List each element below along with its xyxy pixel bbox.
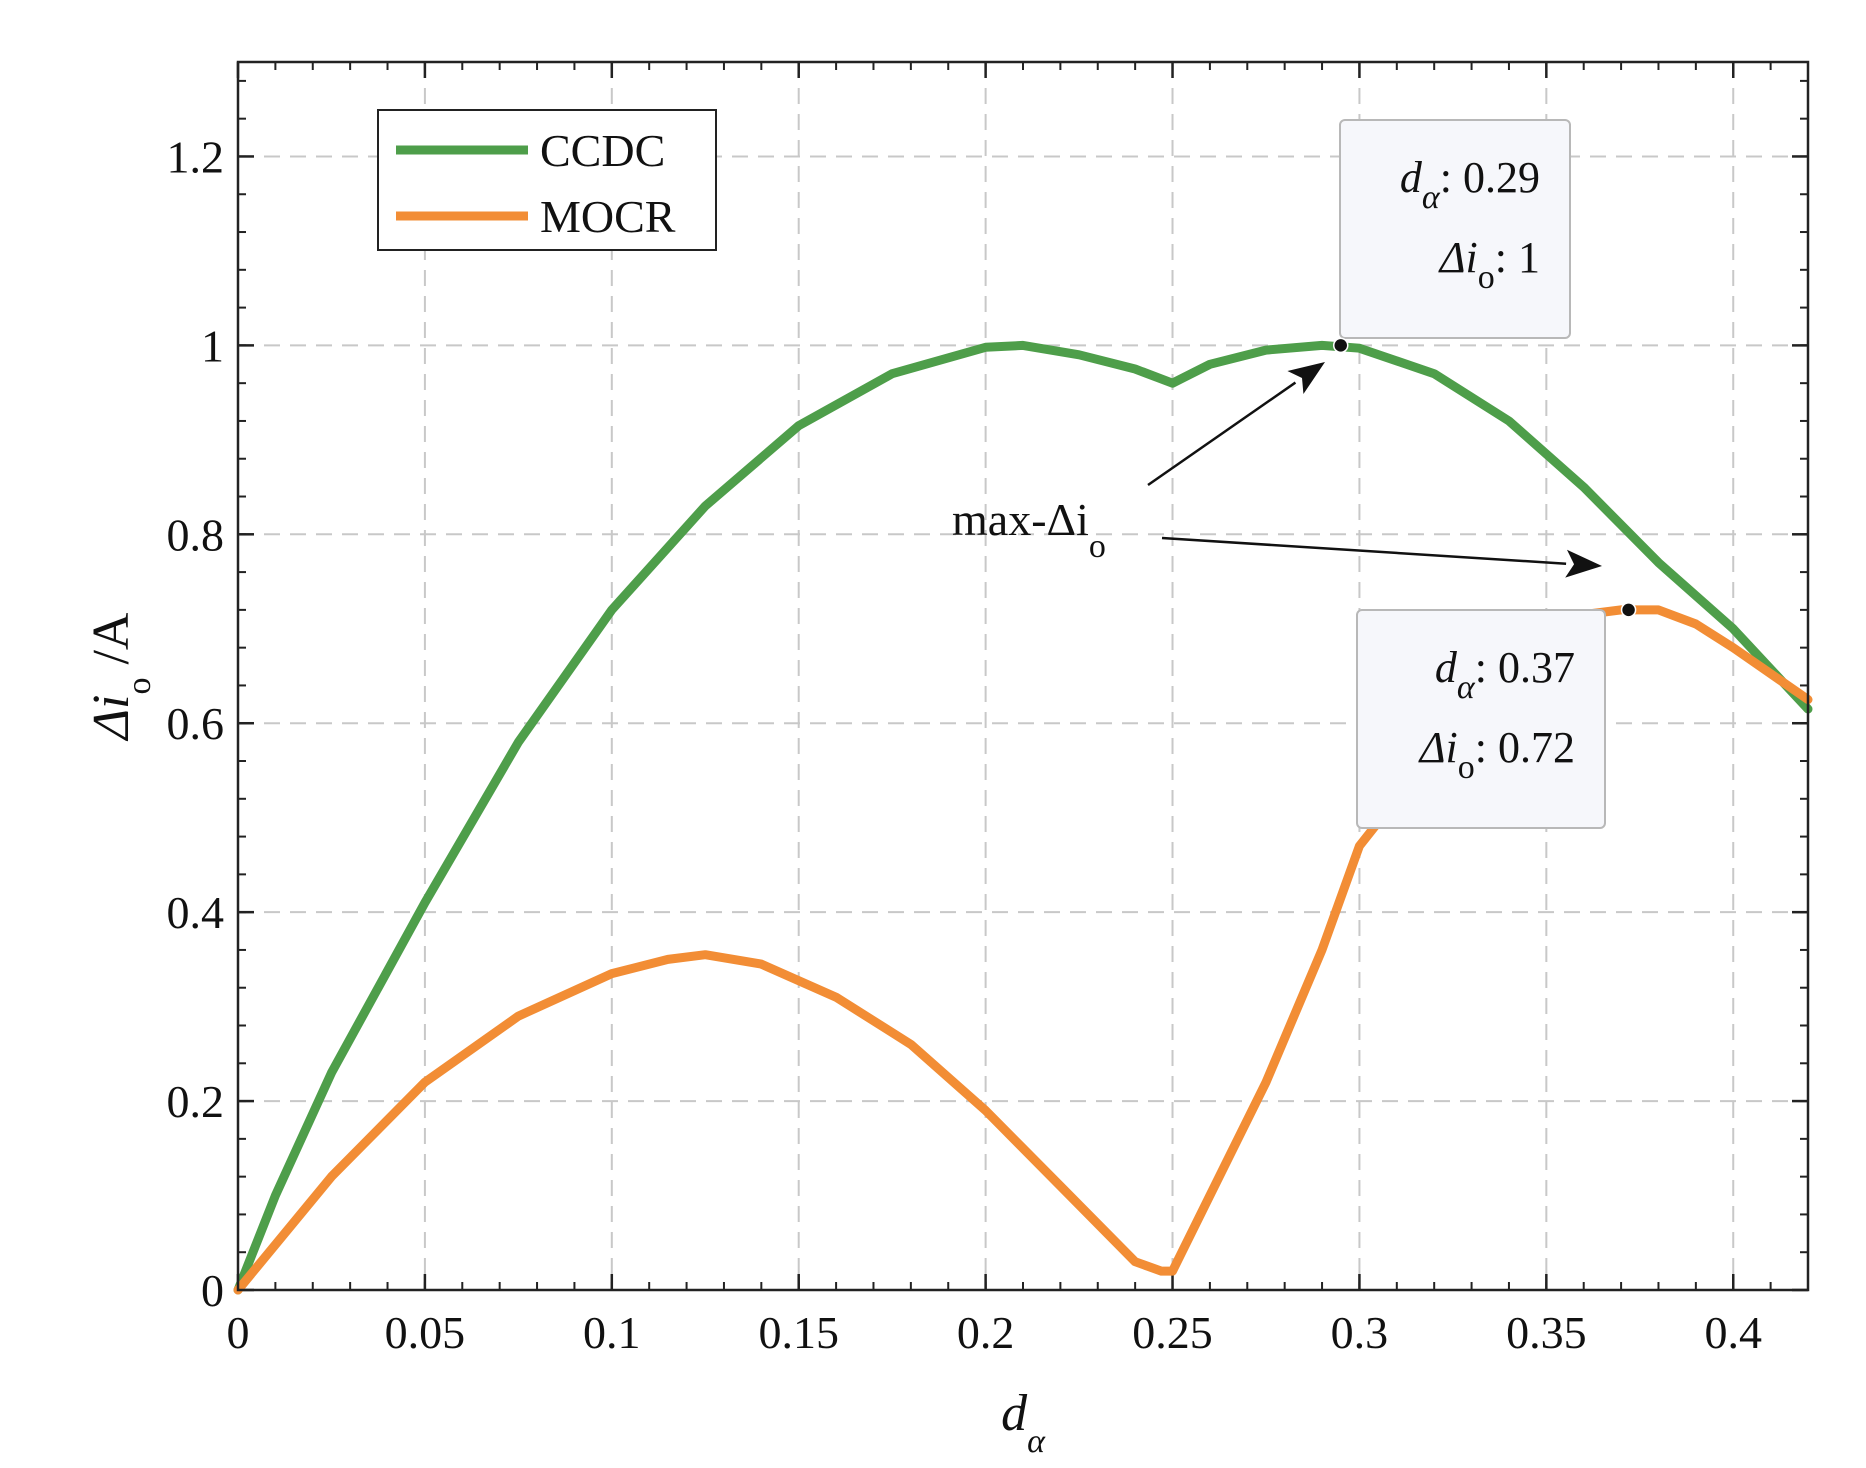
datatip-d-ccdc: dα: 0.29 [1400,153,1540,216]
datatip-d-mocr: dα: 0.37 [1435,643,1575,706]
legend-box [377,109,717,251]
x-axis-label: dα [1001,1385,1046,1460]
x-tick-label: 0.2 [957,1307,1015,1358]
series-line-mocr [233,605,1813,1295]
x-tick-label: 0.05 [385,1307,466,1358]
datatip-box-ccdc [1339,119,1571,339]
legend: CCDC MOCR [377,109,717,251]
annotation-arrow-mocr [1161,536,1567,565]
x-tick-label: 0.1 [583,1307,641,1358]
y-tick-label: 1 [201,320,224,371]
annotation-arrowhead-mocr [1565,549,1602,578]
y-tick-label: 0.2 [167,1076,225,1127]
datatip-i-ccdc: Δio: 1 [1438,233,1540,296]
x-tick-label: 0 [227,1307,250,1358]
x-tick-label: 0.25 [1132,1307,1213,1358]
series-lines [233,340,1813,1295]
axis-ticks [236,62,1809,1292]
y-tick-label: 0 [201,1265,224,1316]
datatip-i-mocr: Δio: 0.72 [1418,723,1575,786]
x-tick-label: 0.15 [758,1307,839,1358]
plot-frame [236,60,1810,1292]
datatip-ccdc: dα: 0.29 Δio: 1 [1339,119,1571,339]
y-axis-label: Δio /A [83,612,158,741]
datatip-box-mocr [1356,609,1606,829]
legend-label-mocr: MOCR [540,191,676,242]
legend-label-ccdc: CCDC [540,125,665,176]
annotation-arrowhead-ccdc [1287,362,1325,395]
annotation-arrow-ccdc [1147,381,1297,487]
x-tick-label: 0.3 [1331,1307,1389,1358]
y-tick-label: 0.4 [167,887,225,938]
annotation-text: max-Δio [952,494,1106,565]
highlight-point-mocr [1620,602,1637,618]
highlight-points [1332,337,1637,618]
tick-labels: 0 0.05 0.1 0.15 0.2 0.25 0.3 0.35 0.4 0 0.2 0.4 0.6 0… [167,131,1762,1358]
y-tick-label: 1.2 [167,131,225,182]
highlight-point-ccdc [1332,337,1349,354]
x-tick-label: 0.35 [1506,1307,1587,1358]
max-annotation: max-Δio [952,362,1602,578]
series-line-ccdc [233,340,1813,1295]
x-tick-label: 0.4 [1704,1307,1762,1358]
y-tick-label: 0.6 [167,698,225,749]
datatip-mocr: dα: 0.37 Δio: 0.72 [1356,609,1606,829]
y-tick-label: 0.8 [167,509,225,560]
